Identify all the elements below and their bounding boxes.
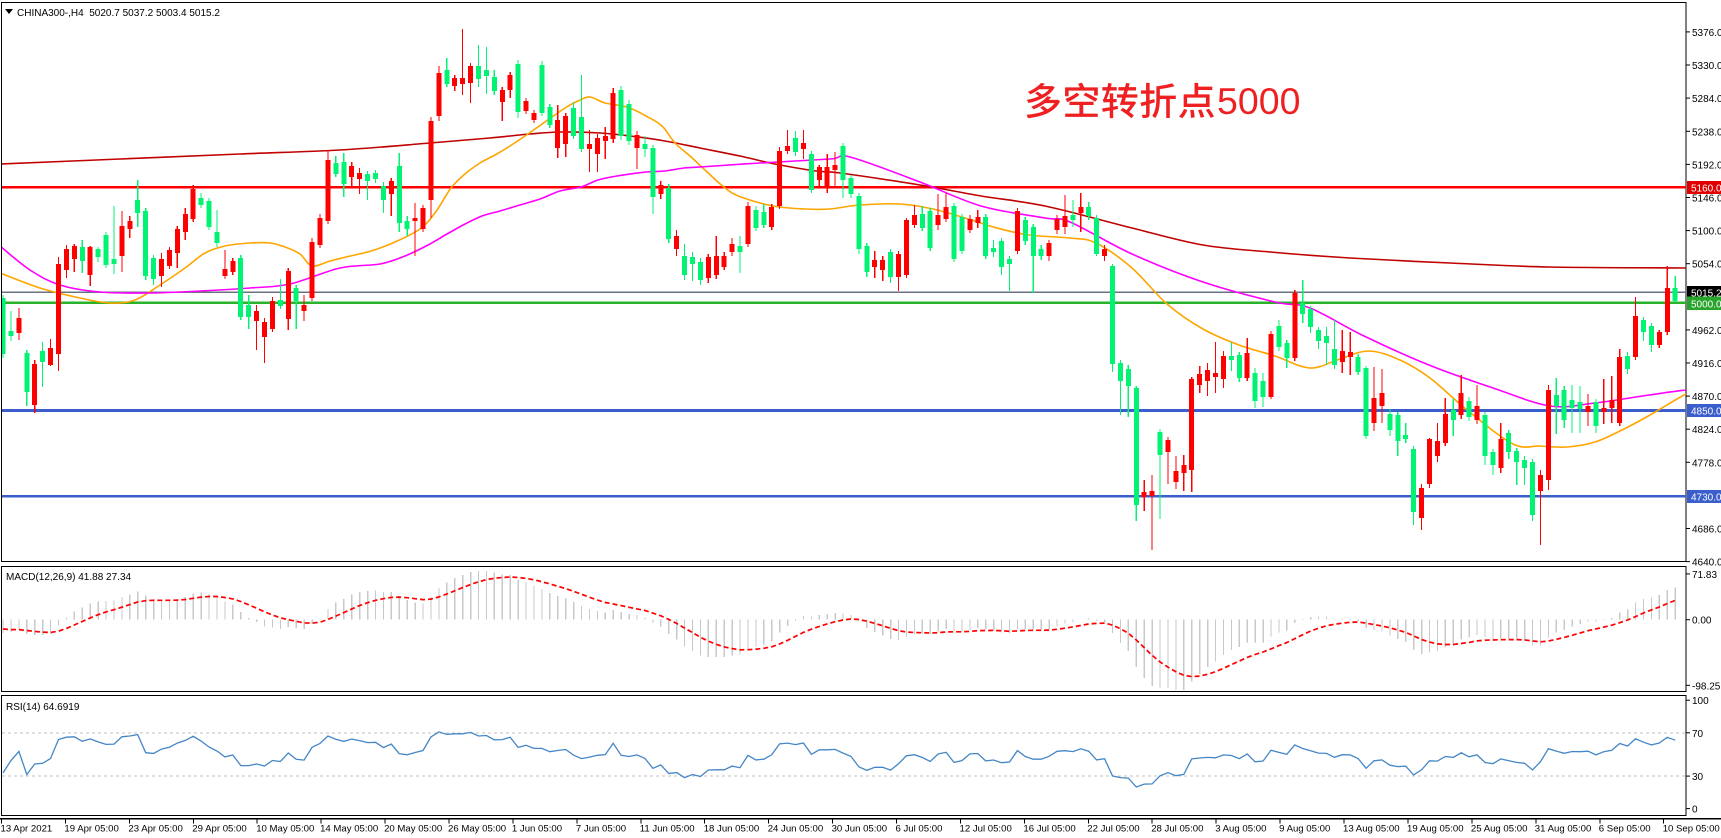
svg-text:-98.25: -98.25	[1692, 681, 1721, 692]
svg-text:31 Aug 05:00: 31 Aug 05:00	[1535, 824, 1592, 835]
svg-text:4730.0: 4730.0	[1691, 492, 1721, 503]
svg-text:5146.0: 5146.0	[1692, 194, 1721, 205]
svg-text:1 Jun 05:00: 1 Jun 05:00	[512, 824, 562, 835]
svg-text:71.83: 71.83	[1692, 570, 1717, 581]
svg-text:19 Apr 05:00: 19 Apr 05:00	[64, 824, 118, 835]
svg-text:5000.0: 5000.0	[1691, 299, 1721, 310]
svg-text:5330.0: 5330.0	[1692, 61, 1721, 72]
svg-text:20 May 05:00: 20 May 05:00	[384, 824, 442, 835]
svg-text:4850.0: 4850.0	[1691, 407, 1721, 418]
svg-text:12 Jul 05:00: 12 Jul 05:00	[960, 824, 1012, 835]
svg-text:70: 70	[1692, 729, 1704, 740]
svg-text:29 Apr 05:00: 29 Apr 05:00	[192, 824, 246, 835]
svg-text:14 May 05:00: 14 May 05:00	[320, 824, 378, 835]
svg-text:4686.0: 4686.0	[1692, 525, 1721, 536]
svg-text:6 Jul 05:00: 6 Jul 05:00	[896, 824, 943, 835]
svg-text:5376.0: 5376.0	[1692, 28, 1721, 39]
svg-text:9 Aug 05:00: 9 Aug 05:00	[1279, 824, 1330, 835]
svg-text:RSI(14) 64.6919: RSI(14) 64.6919	[6, 702, 80, 713]
svg-text:100: 100	[1692, 696, 1709, 707]
svg-text:4916.0: 4916.0	[1692, 359, 1721, 370]
svg-text:16 Jul 05:00: 16 Jul 05:00	[1023, 824, 1075, 835]
svg-text:MACD(12,26,9) 41.88 27.34: MACD(12,26,9) 41.88 27.34	[6, 572, 132, 583]
svg-text:3 Aug 05:00: 3 Aug 05:00	[1215, 824, 1266, 835]
svg-text:23 Apr 05:00: 23 Apr 05:00	[128, 824, 182, 835]
svg-text:19 Aug 05:00: 19 Aug 05:00	[1407, 824, 1464, 835]
svg-text:7 Jun 05:00: 7 Jun 05:00	[576, 824, 626, 835]
svg-text:4778.0: 4778.0	[1692, 458, 1721, 469]
svg-text:18 Jun 05:00: 18 Jun 05:00	[704, 824, 759, 835]
svg-text:11 Jun 05:00: 11 Jun 05:00	[640, 824, 695, 835]
svg-text:26 May 05:00: 26 May 05:00	[448, 824, 506, 835]
svg-text:0.00: 0.00	[1692, 616, 1712, 627]
svg-text:5238.0: 5238.0	[1692, 127, 1721, 138]
svg-text:5000: 5000	[1217, 80, 1300, 122]
svg-text:4824.0: 4824.0	[1692, 425, 1721, 436]
svg-text:22 Jul 05:00: 22 Jul 05:00	[1087, 824, 1139, 835]
svg-text:5192.0: 5192.0	[1692, 160, 1721, 171]
svg-text:5160.0: 5160.0	[1691, 183, 1721, 194]
svg-text:10 May 05:00: 10 May 05:00	[256, 824, 314, 835]
svg-text:5100.0: 5100.0	[1692, 227, 1721, 238]
svg-text:4640.0: 4640.0	[1692, 558, 1721, 569]
svg-text:4870.0: 4870.0	[1692, 392, 1721, 403]
svg-text:28 Jul 05:00: 28 Jul 05:00	[1151, 824, 1203, 835]
svg-text:30 Jun 05:00: 30 Jun 05:00	[832, 824, 887, 835]
svg-text:4962.0: 4962.0	[1692, 326, 1721, 337]
svg-text:13 Apr 2021: 13 Apr 2021	[1, 824, 53, 835]
svg-text:24 Jun 05:00: 24 Jun 05:00	[768, 824, 823, 835]
svg-text:10 Sep 05:00: 10 Sep 05:00	[1663, 824, 1720, 835]
svg-text:25 Aug 05:00: 25 Aug 05:00	[1471, 824, 1528, 835]
svg-text:30: 30	[1692, 772, 1704, 783]
svg-text:13 Aug 05:00: 13 Aug 05:00	[1343, 824, 1400, 835]
svg-text:5054.0: 5054.0	[1692, 260, 1721, 271]
svg-text:5284.0: 5284.0	[1692, 94, 1721, 105]
svg-text:5015.2: 5015.2	[1691, 289, 1721, 300]
svg-text:CHINA300-,H4 5020.7 5037.2 50: CHINA300-,H4 5020.7 5037.2 5003.4 5015.2	[17, 8, 220, 19]
svg-text:0: 0	[1692, 805, 1698, 816]
svg-text:6 Sep 05:00: 6 Sep 05:00	[1599, 824, 1651, 835]
